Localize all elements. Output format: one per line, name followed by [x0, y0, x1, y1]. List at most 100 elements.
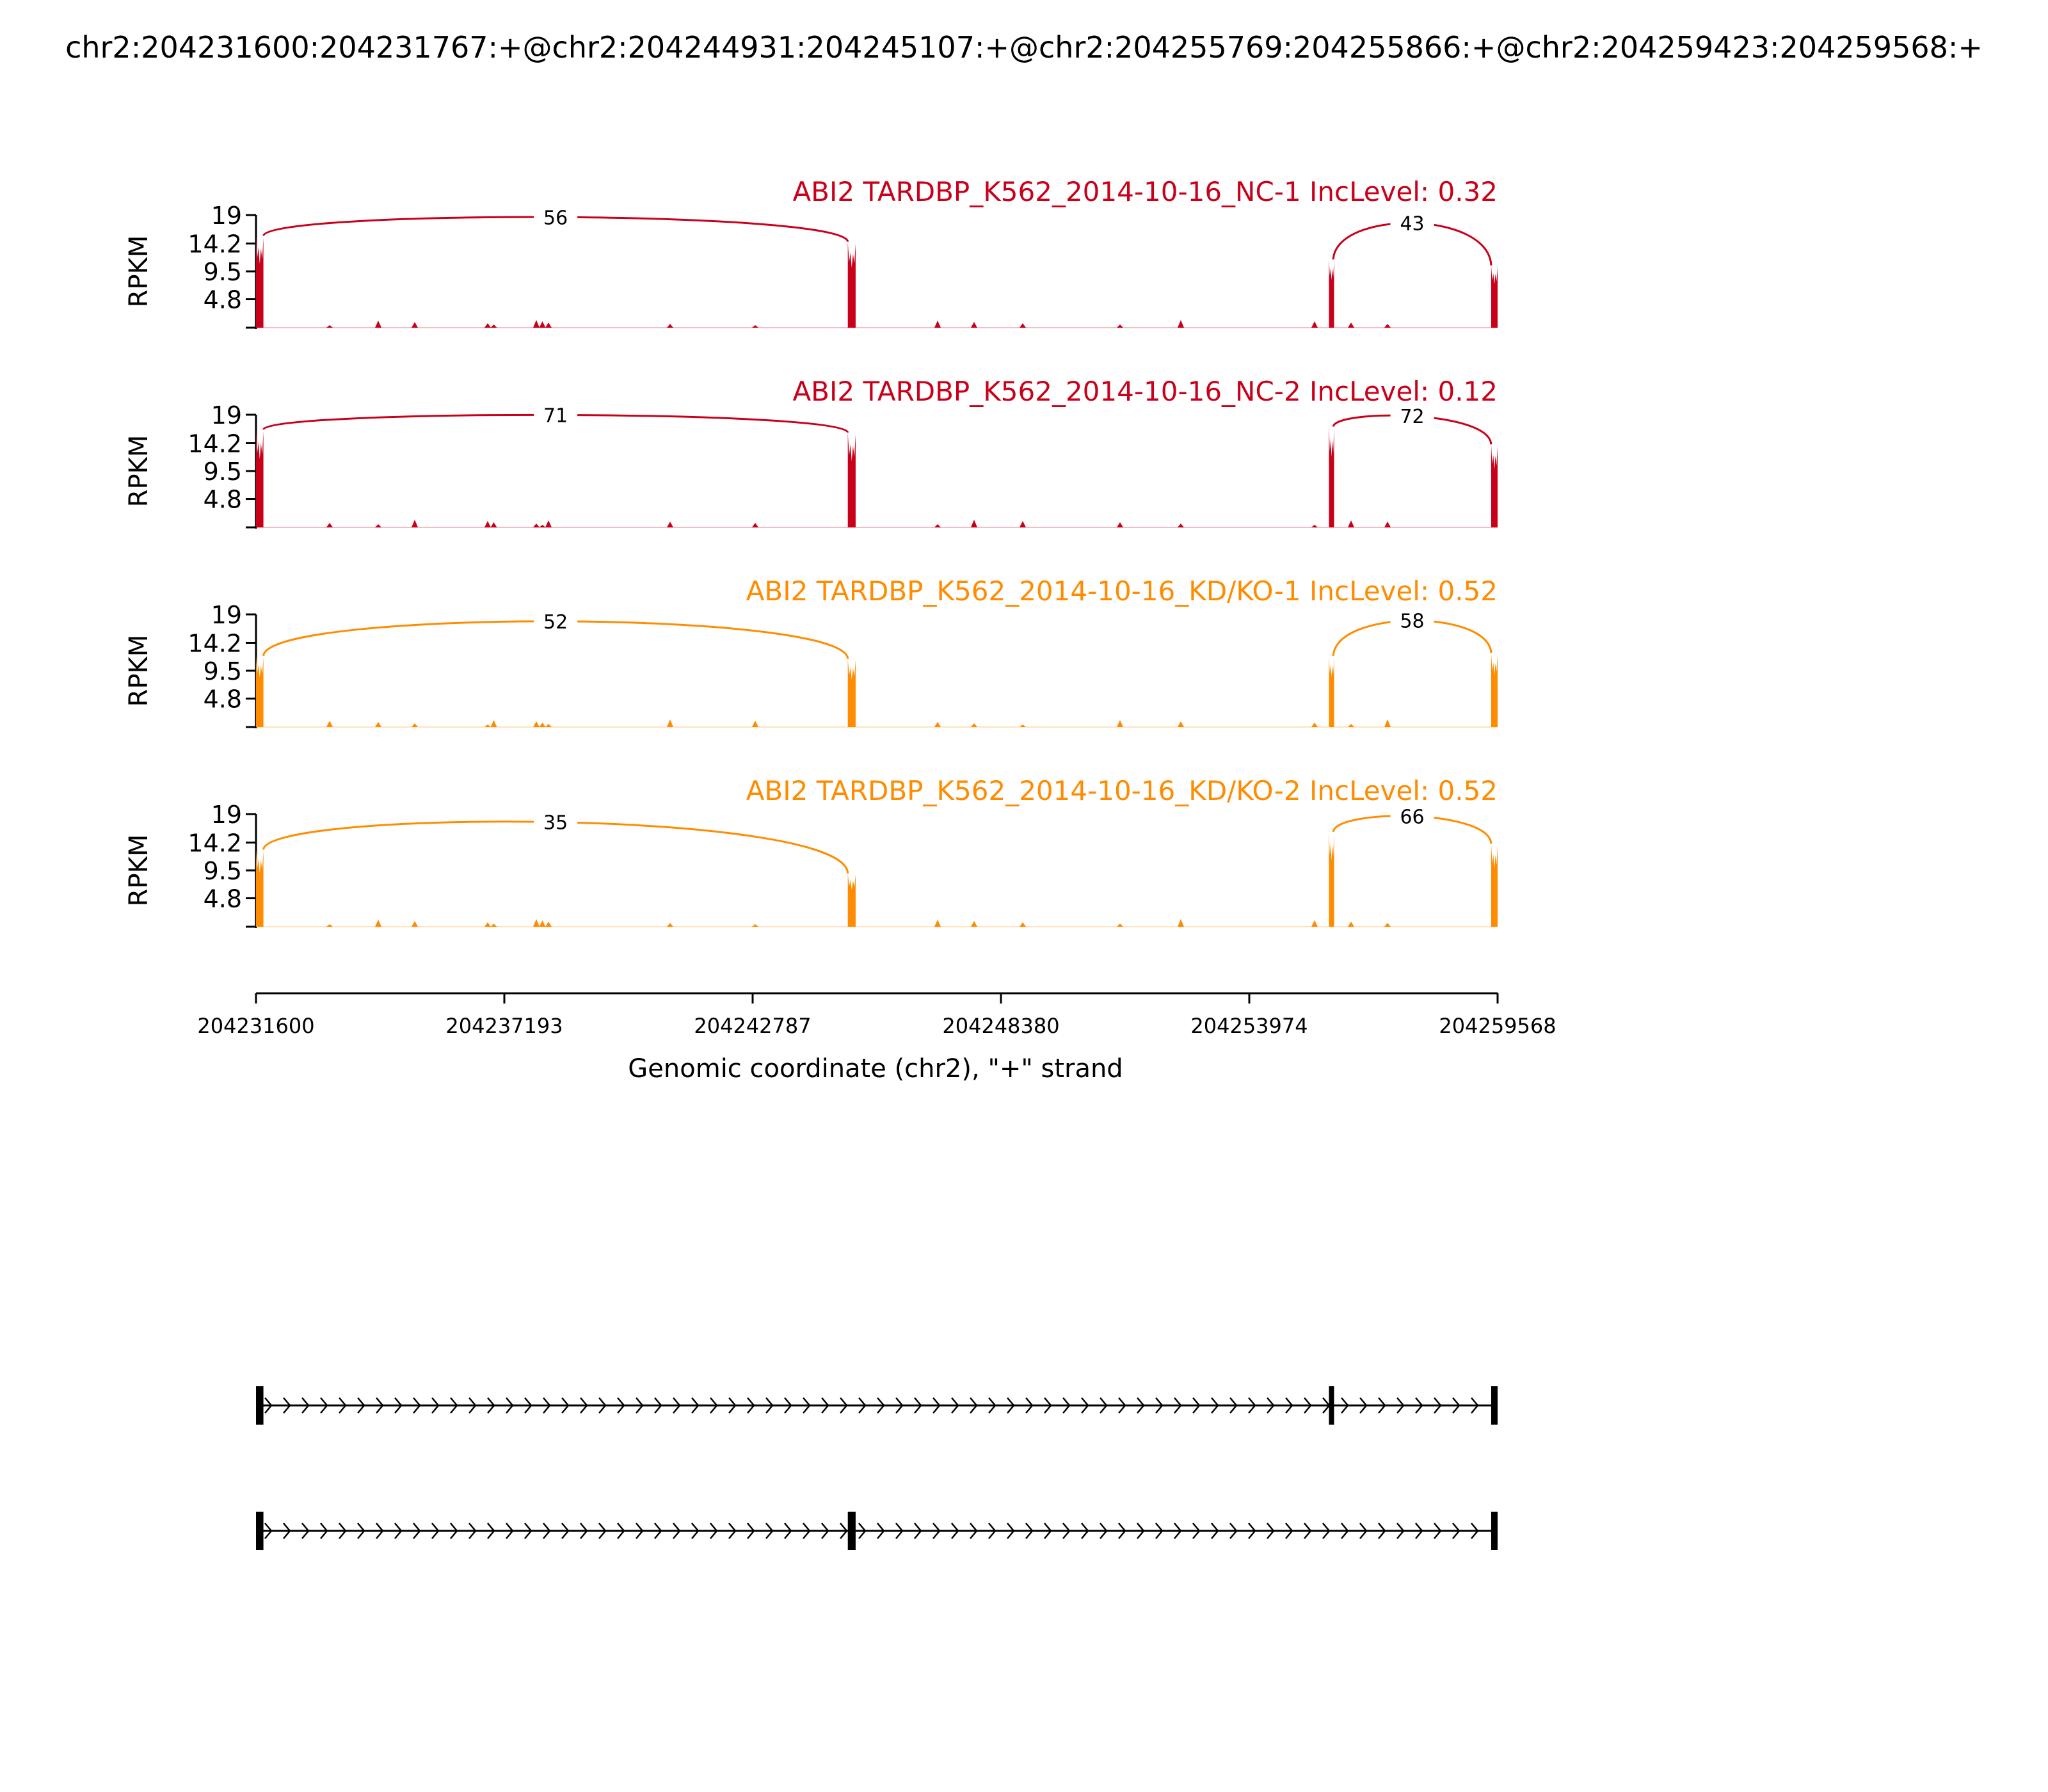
intron-coverage [1178, 721, 1184, 727]
intron-coverage [375, 524, 381, 527]
strand-arrow [1452, 1397, 1460, 1414]
intron-coverage [934, 524, 941, 527]
strand-arrow [1118, 1397, 1126, 1414]
strand-arrow [803, 1523, 811, 1539]
x-tick-label: 204231600 [197, 1014, 314, 1038]
strand-arrow [1007, 1397, 1015, 1414]
junction-label-bg [534, 608, 578, 634]
exon-coverage [847, 241, 856, 328]
strand-arrow [1359, 1523, 1368, 1539]
strand-arrow [561, 1523, 570, 1539]
strand-arrow [765, 1523, 774, 1539]
intron-coverage [533, 721, 540, 727]
exon-coverage [1491, 265, 1498, 328]
strand-arrow [1118, 1523, 1126, 1539]
chart-title: chr2:204231600:204231767:+@chr2:20424493… [65, 30, 1983, 65]
intron-coverage [545, 724, 552, 727]
strand-arrow [301, 1397, 310, 1414]
strand-arrow [840, 1397, 848, 1414]
strand-arrow [747, 1523, 755, 1539]
intron-coverage [1117, 522, 1123, 527]
junction-count-label: 72 [1400, 406, 1424, 428]
intron-coverage [545, 520, 552, 527]
strand-arrow [1267, 1523, 1275, 1539]
intron-coverage [484, 922, 491, 927]
exon-coverage [1491, 444, 1498, 527]
intron-coverage [412, 520, 418, 527]
strand-arrow [932, 1523, 941, 1539]
strand-arrow [988, 1397, 996, 1414]
track-3: 4.89.514.219 RPKM 52 58 ABI2 TARDBP_K562_201… [124, 575, 1498, 728]
strand-arrow [858, 1523, 867, 1539]
strand-arrow [1100, 1523, 1108, 1539]
track-title: ABI2 TARDBP_K562_2014-10-16_KD/KO-2 IncL… [746, 775, 1498, 806]
strand-arrow [1378, 1397, 1386, 1414]
intron-coverage [1311, 920, 1318, 927]
junction-count-label: 56 [543, 207, 568, 229]
strand-arrow [598, 1523, 607, 1539]
y-tick-label: 4.8 [204, 685, 242, 714]
junction-count-label: 71 [543, 404, 568, 427]
intron-coverage [1384, 522, 1391, 527]
intron-coverage [667, 923, 673, 927]
strand-arrow [951, 1397, 959, 1414]
intron-coverage [326, 721, 333, 727]
strand-arrow [1062, 1397, 1071, 1414]
strand-arrow [877, 1523, 885, 1539]
strand-arrow [1434, 1397, 1442, 1414]
y-tick-label: 19 [211, 601, 242, 629]
strand-arrow [840, 1523, 848, 1539]
intron-coverage [667, 522, 673, 527]
strand-arrow [673, 1523, 681, 1539]
strand-arrow [858, 1397, 867, 1414]
isoform-2 [256, 1512, 1498, 1550]
exon-coverage [256, 849, 264, 927]
intron-coverage [533, 524, 540, 527]
strand-arrow [951, 1523, 959, 1539]
junction-label-bg [534, 809, 578, 835]
x-axis: 204231600 204237193 204242787 204248380 2042… [197, 992, 1556, 1038]
strand-arrow [1192, 1397, 1201, 1414]
intron-coverage [1117, 720, 1123, 727]
strand-arrow [506, 1397, 514, 1414]
exon-coverage [1329, 426, 1334, 527]
isoform-exon [256, 1386, 264, 1425]
strand-arrow [1025, 1523, 1034, 1539]
exon-coverage [1329, 831, 1334, 927]
strand-arrow [673, 1397, 681, 1414]
strand-arrow [1155, 1523, 1164, 1539]
strand-arrow [1192, 1523, 1201, 1539]
exon-coverage [256, 236, 264, 328]
strand-arrow [747, 1397, 755, 1414]
y-tick-label: 19 [211, 801, 242, 829]
intron-coverage [1117, 924, 1123, 927]
strand-arrow [1229, 1397, 1238, 1414]
intron-coverage [1384, 719, 1391, 727]
strand-arrow [413, 1523, 421, 1539]
exon-coverage [256, 429, 264, 527]
strand-arrow [1415, 1523, 1423, 1539]
strand-arrow [1396, 1397, 1405, 1414]
intron-coverage [484, 521, 491, 527]
intron-coverage [971, 723, 977, 727]
strand-arrow [691, 1397, 700, 1414]
strand-arrow [1174, 1397, 1182, 1414]
strand-arrow [431, 1523, 440, 1539]
y-axis-label: RPKM [124, 835, 154, 907]
intron-coverage [971, 322, 977, 328]
intron-coverage [752, 924, 758, 927]
strand-arrow [654, 1397, 662, 1414]
strand-arrow [487, 1397, 495, 1414]
strand-arrow [1322, 1523, 1331, 1539]
y-tick-label: 4.8 [204, 286, 242, 314]
strand-arrow [1267, 1397, 1275, 1414]
strand-arrow [784, 1397, 792, 1414]
strand-arrow [339, 1397, 347, 1414]
junction-label-bg [1390, 607, 1434, 634]
strand-arrow [264, 1397, 273, 1414]
strand-arrow [1304, 1523, 1312, 1539]
isoform-exon [1491, 1386, 1498, 1425]
junction-count-label: 35 [543, 812, 568, 835]
strand-arrow [1378, 1523, 1386, 1539]
